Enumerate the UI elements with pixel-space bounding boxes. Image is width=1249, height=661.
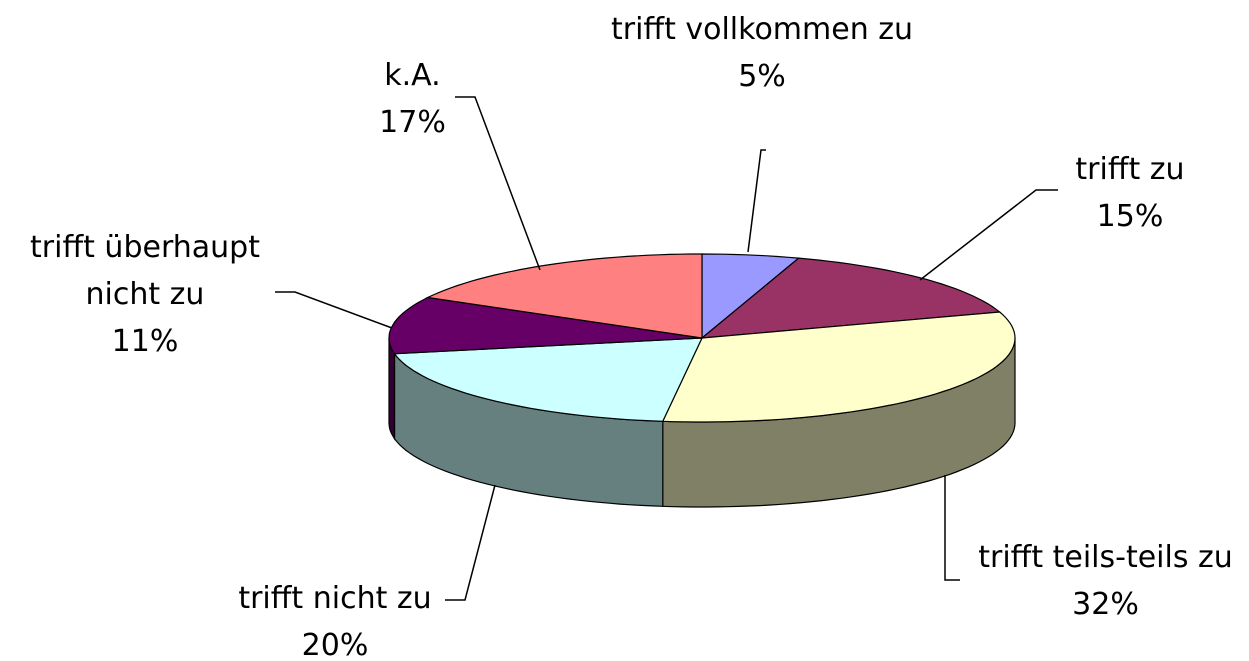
category-label: trifft nicht zu	[238, 581, 432, 616]
value-label: 11%	[111, 324, 179, 359]
slice-label: k.A. 17%	[350, 52, 475, 146]
slice	[388, 296, 703, 355]
value-label: 20%	[301, 628, 369, 661]
slice-label: trifft zu 15%	[1050, 146, 1210, 240]
category-label: trifft vollkommen zu	[610, 12, 914, 47]
slice-label: trifft überhaupt nicht zu 11%	[5, 224, 285, 365]
category-label: k.A.	[384, 58, 441, 93]
leader-line	[275, 291, 393, 329]
value-label: 32%	[1072, 587, 1139, 622]
category-label: trifft teils-teils zu	[978, 540, 1233, 575]
value-label: 17%	[379, 105, 446, 140]
leader-line	[747, 149, 766, 253]
slice-label: trifft nicht zu 20%	[215, 575, 455, 661]
slice	[393, 337, 703, 422]
value-label: 5%	[738, 59, 786, 94]
leader-lines	[275, 96, 1058, 601]
slice	[661, 311, 1016, 423]
leader-line	[919, 189, 1058, 281]
leader-line	[944, 475, 960, 581]
slice	[701, 253, 801, 340]
slice-label: trifft vollkommen zu 5%	[607, 6, 917, 100]
category-label: trifft überhaupt nicht zu	[30, 230, 260, 312]
category-label: trifft zu	[1075, 152, 1185, 187]
value-label: 15%	[1096, 199, 1164, 234]
leader-line	[455, 96, 541, 271]
slice	[425, 253, 703, 339]
leader-line	[445, 484, 496, 601]
slice-label: trifft teils-teils zu 32%	[962, 534, 1249, 628]
